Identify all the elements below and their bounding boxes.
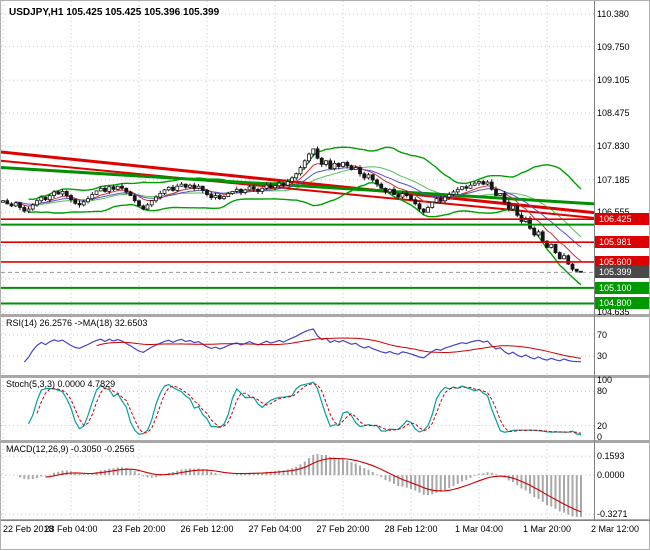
- symbol-ohlc-label: USDJPY,H1 105.425 105.425 105.396 105.39…: [9, 7, 220, 18]
- rsi-indicator-label: RSI(14) 26.2576 ->MA(18) 32.6503: [6, 318, 148, 328]
- macd-indicator-label: MACD(12,26,9) -0.3050 -0.2565: [6, 444, 135, 454]
- stoch-indicator-label: Stoch(5,3,3) 0.0000 4.7829: [6, 379, 116, 389]
